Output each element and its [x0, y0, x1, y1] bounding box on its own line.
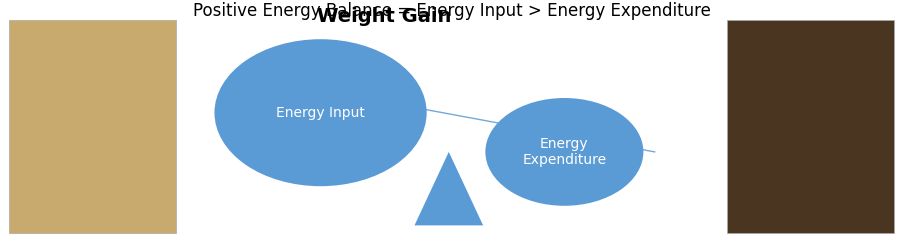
FancyBboxPatch shape: [726, 20, 893, 233]
Ellipse shape: [215, 39, 426, 186]
Text: Energy Input: Energy Input: [276, 106, 364, 120]
FancyBboxPatch shape: [9, 20, 176, 233]
Text: Energy
Expenditure: Energy Expenditure: [521, 137, 606, 167]
Text: Weight Gain: Weight Gain: [317, 7, 450, 26]
Ellipse shape: [485, 98, 642, 206]
Text: Positive Energy Balance = Energy Input > Energy Expenditure: Positive Energy Balance = Energy Input >…: [192, 2, 710, 20]
Polygon shape: [414, 152, 483, 225]
